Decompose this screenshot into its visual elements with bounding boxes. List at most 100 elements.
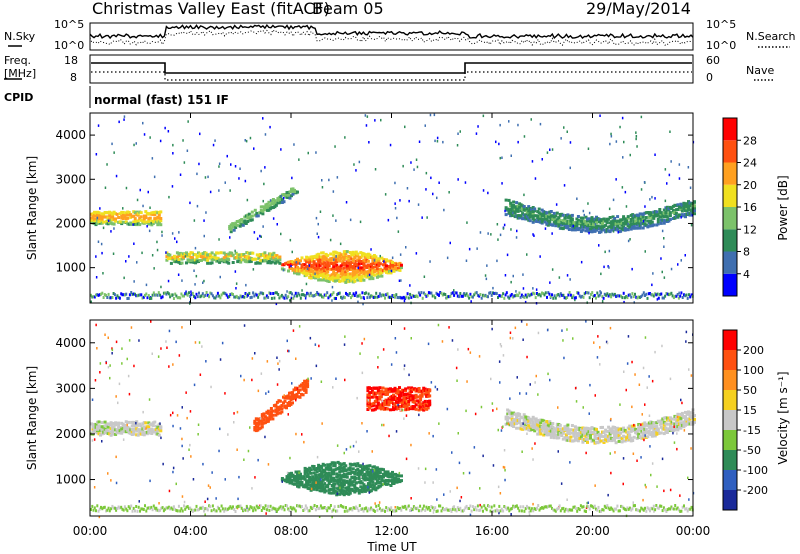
heatmap-cell xyxy=(118,382,121,386)
heatmap-cell xyxy=(103,420,107,424)
heatmap-cell xyxy=(201,345,203,348)
heatmap-cell xyxy=(483,504,486,508)
heatmap-cell xyxy=(137,293,140,297)
heatmap-cell xyxy=(494,509,497,513)
heatmap-cell xyxy=(444,293,447,296)
heatmap-cell xyxy=(533,209,537,213)
heatmap-cell xyxy=(693,200,696,204)
heatmap-cell xyxy=(682,206,686,210)
heatmap-cell xyxy=(372,403,376,407)
heatmap-cell xyxy=(154,430,158,434)
heatmap-cell xyxy=(401,505,404,509)
heatmap-cell xyxy=(95,509,97,513)
heatmap-cell xyxy=(121,507,124,511)
heatmap-cell xyxy=(383,261,387,265)
heatmap-cell xyxy=(335,272,339,275)
heatmap-cell xyxy=(405,414,408,417)
heatmap-cell xyxy=(107,336,109,339)
heatmap-cell xyxy=(275,509,278,513)
heatmap-cell xyxy=(213,253,217,257)
heatmap-cell xyxy=(247,509,249,513)
heatmap-cell xyxy=(420,394,424,398)
heatmap-cell xyxy=(172,363,174,366)
heatmap-cell xyxy=(112,252,115,255)
heatmap-cell xyxy=(549,148,551,151)
heatmap-cell xyxy=(401,408,404,412)
heatmap-cell xyxy=(132,506,135,510)
heatmap-cell xyxy=(525,207,529,210)
heatmap-cell xyxy=(519,392,521,395)
heatmap-cell xyxy=(438,293,440,297)
heatmap-cell xyxy=(132,432,136,436)
heatmap-cell xyxy=(390,269,393,273)
heatmap-cell xyxy=(207,256,211,260)
heatmap-cell xyxy=(504,506,507,510)
heatmap-cell xyxy=(357,273,361,277)
heatmap-cell xyxy=(380,256,384,260)
heatmap-cell xyxy=(406,187,409,190)
heatmap-cell xyxy=(655,210,659,214)
heatmap-cell xyxy=(336,482,340,486)
heatmap-cell xyxy=(482,509,484,513)
heatmap-cell xyxy=(210,385,212,389)
heatmap-cell xyxy=(438,181,440,184)
heatmap-cell xyxy=(432,511,435,514)
heatmap-cell xyxy=(505,207,507,210)
heatmap-cell xyxy=(661,344,663,348)
heatmap-cell xyxy=(380,483,384,487)
heatmap-cell xyxy=(642,220,645,223)
heatmap-cell xyxy=(300,266,304,269)
heatmap-cell xyxy=(103,505,106,509)
heatmap-cell xyxy=(370,248,372,251)
heatmap-cell xyxy=(343,296,346,300)
heatmap-cell xyxy=(623,300,625,304)
heatmap-cell xyxy=(500,294,503,298)
heatmap-cell xyxy=(317,262,321,266)
heatmap-cell xyxy=(405,405,409,409)
heatmap-cell xyxy=(245,293,248,297)
heatmap-cell xyxy=(291,394,294,398)
heatmap-cell xyxy=(450,509,453,513)
heatmap-cell xyxy=(593,341,595,344)
heatmap-cell xyxy=(324,258,328,262)
heatmap-cell xyxy=(291,292,293,296)
heatmap-cell xyxy=(306,473,310,477)
heatmap-cell xyxy=(320,475,324,479)
heatmap-cell xyxy=(640,115,643,119)
heatmap-cell xyxy=(650,473,652,477)
heatmap-cell xyxy=(602,439,606,442)
heatmap-cell xyxy=(592,226,595,230)
heatmap-cell xyxy=(106,216,110,220)
heatmap-cell xyxy=(318,468,322,472)
heatmap-cell xyxy=(500,345,503,348)
heatmap-cell xyxy=(389,508,391,512)
heatmap-cell xyxy=(593,294,596,297)
heatmap-cell xyxy=(558,219,562,223)
heatmap-cell xyxy=(100,427,104,431)
heatmap-cell xyxy=(465,259,468,262)
heatmap-cell xyxy=(396,296,399,299)
heatmap-cell xyxy=(321,422,323,425)
heatmap-cell xyxy=(315,364,318,368)
heatmap-cell xyxy=(292,388,296,392)
heatmap-cell xyxy=(260,413,264,417)
heatmap-cell xyxy=(282,295,285,299)
heatmap-cell xyxy=(656,220,660,224)
heatmap-cell xyxy=(384,296,386,300)
heatmap-cell xyxy=(680,216,682,219)
heatmap-cell xyxy=(693,204,696,208)
heatmap-cell xyxy=(662,426,666,430)
heatmap-cell xyxy=(292,506,295,510)
heatmap-cell xyxy=(234,221,238,225)
heatmap-cell xyxy=(608,293,611,297)
heatmap-cell xyxy=(446,295,449,299)
heatmap-cell xyxy=(257,421,261,425)
heatmap-cell xyxy=(327,280,331,283)
heatmap-cell xyxy=(296,294,298,298)
heatmap-cell xyxy=(91,295,94,299)
heatmap-cell xyxy=(245,283,247,287)
heatmap-cell xyxy=(262,208,266,212)
heatmap-cell xyxy=(227,258,231,262)
heatmap-cell xyxy=(432,434,434,438)
nsky-right-tick-top: 10^5 xyxy=(706,18,736,31)
